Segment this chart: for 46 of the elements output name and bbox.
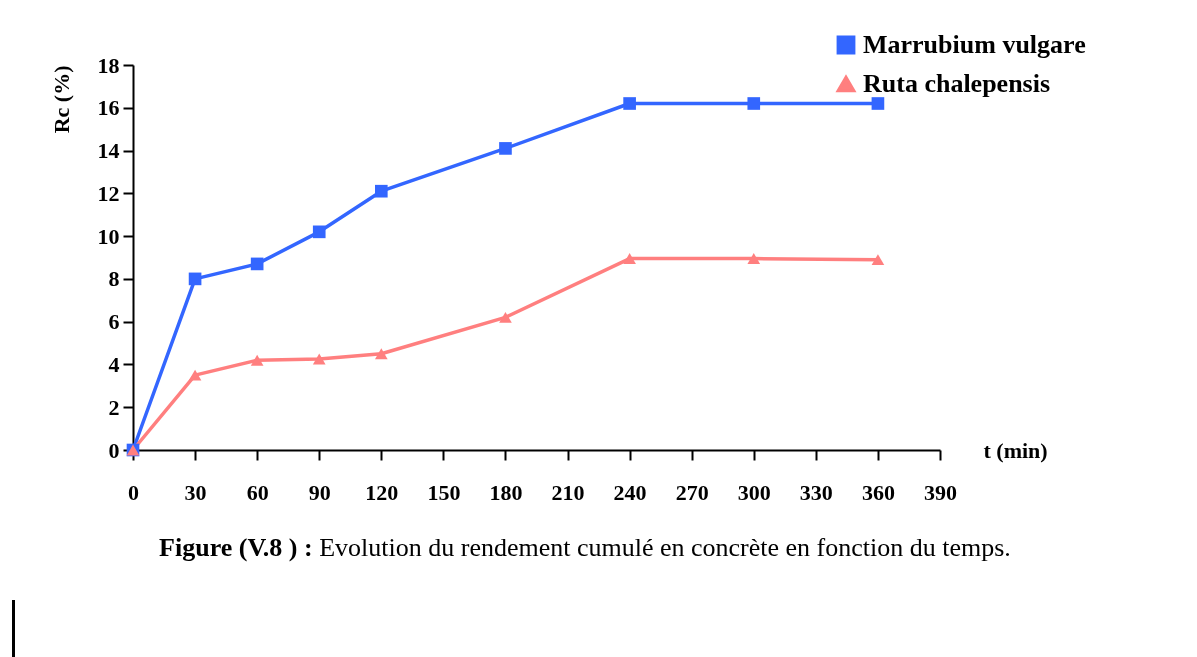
y-tick-label: 8 xyxy=(108,266,120,292)
x-tick-label: 210 xyxy=(551,479,585,505)
point xyxy=(312,225,326,239)
legend-label: Marrubium vulgare xyxy=(863,30,1086,59)
point xyxy=(871,97,885,110)
point xyxy=(499,311,512,323)
x-tick-label: 240 xyxy=(613,479,647,505)
point xyxy=(623,253,636,265)
y-tick-label: 6 xyxy=(108,309,120,335)
point xyxy=(188,272,202,286)
x-tick-label: 90 xyxy=(308,479,331,505)
y-tick-label: 4 xyxy=(108,351,120,377)
text: Evolution du rendement cumulé en concrète en fonction du temps. xyxy=(318,533,1011,562)
point xyxy=(623,97,636,110)
x-tick-label: 300 xyxy=(737,479,771,505)
text: Figure (V.8 ) : xyxy=(159,533,313,562)
y-tick-label: 12 xyxy=(97,180,120,206)
point xyxy=(374,184,388,198)
y-tick-label: 10 xyxy=(97,223,120,249)
x-tick-label: 270 xyxy=(675,479,709,505)
y-tick-label: 2 xyxy=(108,394,120,420)
x-tick-label: 180 xyxy=(489,479,523,505)
point xyxy=(499,142,512,155)
point xyxy=(871,254,885,266)
y-axis-title: Rc (%) xyxy=(48,65,74,134)
x-tick-label: 0 xyxy=(128,479,139,505)
x-tick-label: 360 xyxy=(861,479,895,505)
x-axis-title: t (min) xyxy=(983,437,1048,463)
y-tick-label: 18 xyxy=(97,52,120,78)
point xyxy=(374,348,388,360)
point xyxy=(188,369,202,381)
x-tick-label: 120 xyxy=(365,479,399,505)
x-tick-label: 330 xyxy=(799,479,833,505)
y-tick-label: 14 xyxy=(97,138,120,164)
point xyxy=(250,354,264,366)
y-tick-label: 16 xyxy=(97,95,120,121)
point xyxy=(747,253,761,265)
x-tick-label: 150 xyxy=(427,479,461,505)
x-tick-label: 60 xyxy=(246,479,269,505)
x-tick-label: 30 xyxy=(184,479,207,505)
y-tick-label: 0 xyxy=(108,437,120,463)
point xyxy=(747,97,761,110)
x-tick-label: 390 xyxy=(924,479,957,505)
legend-label: Ruta chalepensis xyxy=(863,69,1051,98)
point xyxy=(312,353,326,365)
point xyxy=(250,257,264,271)
